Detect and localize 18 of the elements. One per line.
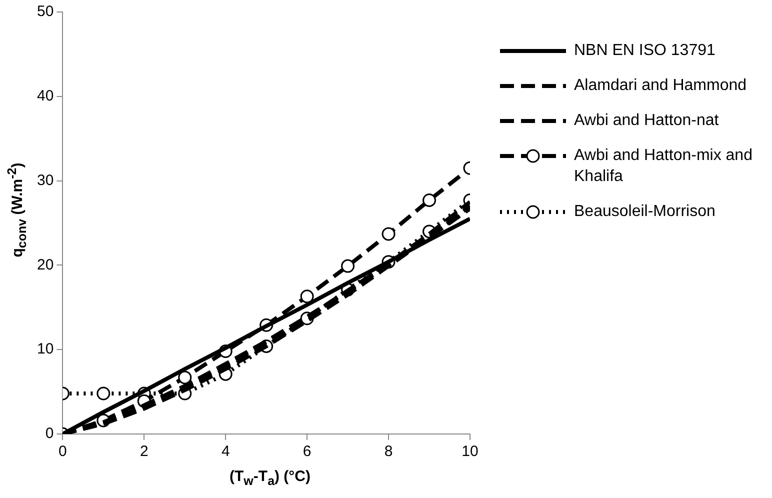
y-tick-label: 40 (36, 88, 54, 105)
y-tick-label: 0 (45, 425, 54, 442)
x-tick-label: 4 (221, 443, 230, 460)
x-tick-label: 8 (384, 443, 393, 460)
y-tick-label: 10 (36, 340, 54, 358)
legend-label: Alamdari and Hammond (574, 76, 747, 96)
x-tick-label: 10 (462, 443, 478, 460)
x-tick-label: 0 (58, 443, 67, 460)
y-tick-label: 50 (36, 3, 54, 20)
y-tick-label: 20 (36, 256, 54, 274)
x-axis-title: (T$_{w}$-T$_{a}$) (°C) (228, 468, 312, 488)
legend-label: NBN EN ISO 13791 (574, 41, 716, 61)
legend-label: Awbi and Hatton-nat (574, 111, 719, 131)
legend-label: Beausoleil-Morrison (574, 202, 716, 222)
x-tick-label: 2 (140, 443, 148, 460)
legend-label: Awbi and Hatton-mix and Khalifa (574, 146, 754, 187)
y-tick-label: 30 (36, 172, 54, 189)
x-tick-label: 6 (302, 443, 312, 460)
